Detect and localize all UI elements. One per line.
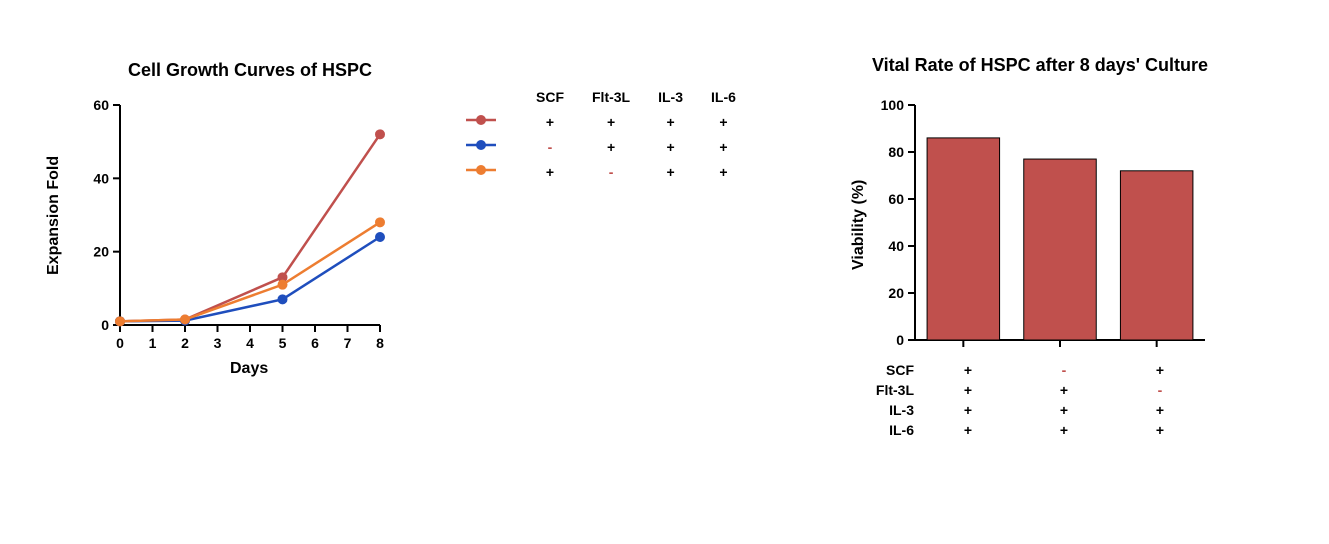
svg-text:60: 60 — [93, 97, 109, 113]
condition-row-label: IL-3 — [840, 400, 920, 420]
legend-marker — [450, 109, 522, 134]
legend-cell: + — [578, 109, 644, 134]
condition-cell: + — [1016, 400, 1112, 420]
condition-cell: + — [920, 360, 1016, 380]
condition-table: SCF+-+Flt-3L++-IL-3+++IL-6+++ — [840, 360, 1208, 440]
legend-header: IL-6 — [697, 85, 750, 109]
svg-text:40: 40 — [888, 238, 904, 254]
condition-cell: + — [1112, 360, 1208, 380]
legend-cell: + — [522, 109, 578, 134]
svg-text:7: 7 — [344, 335, 352, 351]
svg-text:6: 6 — [311, 335, 319, 351]
legend-cell: + — [697, 134, 750, 159]
svg-text:0: 0 — [116, 335, 124, 351]
left-chart-title: Cell Growth Curves of HSPC — [100, 60, 400, 81]
condition-row-label: Flt-3L — [840, 380, 920, 400]
right-ylabel: Viability (%) — [850, 180, 868, 270]
condition-cell: - — [1112, 380, 1208, 400]
svg-text:4: 4 — [246, 335, 254, 351]
legend-cell: + — [644, 109, 697, 134]
condition-cell: + — [1016, 420, 1112, 440]
legend-header: Flt-3L — [578, 85, 644, 109]
svg-text:8: 8 — [376, 335, 384, 351]
legend-cell: + — [644, 134, 697, 159]
legend-marker — [450, 159, 522, 184]
condition-cell: - — [1016, 360, 1112, 380]
condition-row-label: SCF — [840, 360, 920, 380]
left-ylabel: Expansion Fold — [45, 156, 63, 275]
svg-text:0: 0 — [101, 317, 109, 333]
condition-cell: + — [920, 380, 1016, 400]
right-chart-title: Vital Rate of HSPC after 8 days' Culture — [820, 55, 1260, 76]
svg-text:40: 40 — [93, 170, 109, 186]
svg-text:1: 1 — [149, 335, 157, 351]
legend-cell: - — [578, 159, 644, 184]
svg-text:100: 100 — [881, 97, 905, 113]
legend-cell: + — [578, 134, 644, 159]
legend-header: SCF — [522, 85, 578, 109]
condition-cell: + — [1016, 380, 1112, 400]
condition-cell: + — [920, 420, 1016, 440]
legend-header: IL-3 — [644, 85, 697, 109]
svg-text:3: 3 — [214, 335, 222, 351]
legend-table: SCFFlt-3LIL-3IL-6++++-++++-++ — [450, 85, 750, 184]
legend-cell: + — [697, 159, 750, 184]
svg-text:60: 60 — [888, 191, 904, 207]
condition-row-label: IL-6 — [840, 420, 920, 440]
svg-text:2: 2 — [181, 335, 189, 351]
svg-text:20: 20 — [888, 285, 904, 301]
legend-cell: + — [644, 159, 697, 184]
legend-marker — [450, 134, 522, 159]
svg-text:80: 80 — [888, 144, 904, 160]
condition-cell: + — [1112, 420, 1208, 440]
svg-text:5: 5 — [279, 335, 287, 351]
condition-cell: + — [920, 400, 1016, 420]
condition-cell: + — [1112, 400, 1208, 420]
legend-cell: + — [522, 159, 578, 184]
legend-cell: - — [522, 134, 578, 159]
svg-text:20: 20 — [93, 244, 109, 260]
legend-cell: + — [697, 109, 750, 134]
right-chart: 0 20 40 60 80 100 — [855, 90, 1255, 390]
left-xlabel: Days — [230, 360, 268, 378]
svg-text:0: 0 — [896, 332, 904, 348]
